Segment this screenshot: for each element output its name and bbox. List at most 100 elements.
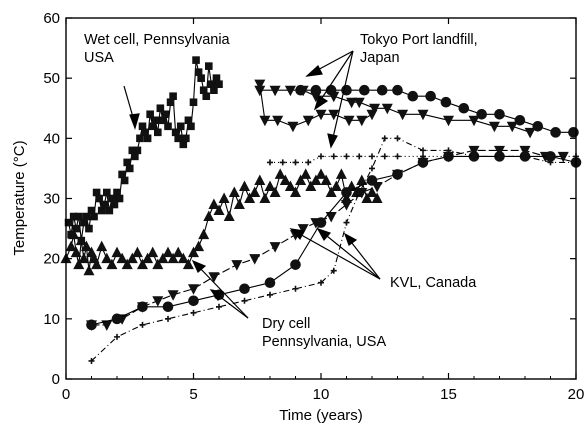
data-point xyxy=(166,98,175,107)
data-point xyxy=(488,121,500,133)
data-point xyxy=(290,259,301,270)
data-point xyxy=(86,319,97,331)
data-point xyxy=(128,146,137,155)
series-4 xyxy=(295,84,579,138)
data-point xyxy=(131,152,139,161)
data-point xyxy=(68,228,80,240)
data-point xyxy=(394,135,401,142)
data-point xyxy=(83,264,95,276)
data-point xyxy=(325,186,337,197)
data-point xyxy=(369,165,375,172)
data-point xyxy=(550,127,561,138)
arrowhead-dry-2 xyxy=(209,289,224,302)
data-point xyxy=(315,168,327,179)
data-point xyxy=(239,180,250,191)
annotation-arrows xyxy=(123,50,381,319)
data-point xyxy=(147,246,159,258)
data-point xyxy=(110,200,119,209)
y-tick-label: 60 xyxy=(43,10,60,27)
data-point xyxy=(295,174,307,185)
y-tick-label: 50 xyxy=(43,70,60,87)
data-point xyxy=(346,97,358,109)
data-point xyxy=(111,313,123,325)
data-point xyxy=(197,74,205,82)
data-point xyxy=(284,85,296,97)
data-point xyxy=(143,134,152,143)
data-point xyxy=(106,258,118,270)
data-point xyxy=(121,258,133,270)
arrow-dry-2 xyxy=(214,292,249,319)
ticks-layer: 0 5 10 15 20 0 10 20 30 40 50 60 xyxy=(43,10,584,403)
data-point xyxy=(284,180,296,191)
data-point xyxy=(343,153,350,160)
data-point xyxy=(295,84,306,96)
data-point xyxy=(287,121,299,133)
data-point xyxy=(213,204,225,216)
x-tick-label: 15 xyxy=(440,386,457,403)
data-point xyxy=(318,279,324,286)
data-point xyxy=(279,174,291,185)
data-point xyxy=(264,277,276,289)
data-point xyxy=(366,175,378,186)
data-point xyxy=(179,140,188,149)
data-point xyxy=(80,240,92,252)
annotation-tokyo: Tokyo Port landfill, Japan xyxy=(360,32,482,66)
data-point xyxy=(177,252,189,264)
series-line xyxy=(259,84,373,127)
data-point xyxy=(506,121,518,133)
x-tick-label: 20 xyxy=(568,386,585,403)
y-tick-label: 0 xyxy=(52,371,60,388)
data-point xyxy=(167,252,179,264)
data-point xyxy=(272,115,284,127)
data-point xyxy=(111,246,123,258)
data-point xyxy=(376,84,388,96)
data-point xyxy=(125,164,134,173)
data-point xyxy=(292,159,299,166)
data-point xyxy=(568,127,579,138)
data-point xyxy=(264,180,276,191)
data-point xyxy=(113,188,121,197)
data-point xyxy=(259,115,271,127)
data-point xyxy=(202,92,211,101)
data-point xyxy=(190,309,197,316)
data-point xyxy=(267,159,273,166)
data-point xyxy=(231,260,243,271)
data-point xyxy=(203,210,215,222)
data-point xyxy=(420,153,426,160)
data-point xyxy=(417,109,429,121)
data-point xyxy=(90,212,98,221)
data-point xyxy=(115,194,124,203)
series-line xyxy=(91,155,577,326)
x-tick-label: 10 xyxy=(313,386,330,403)
data-point xyxy=(174,134,182,143)
data-point xyxy=(330,153,337,160)
data-point xyxy=(241,297,248,304)
series-line xyxy=(259,89,531,133)
data-point xyxy=(88,357,95,364)
arrowhead-tokyo-2 xyxy=(313,95,329,111)
data-point xyxy=(194,68,203,76)
data-point xyxy=(330,180,342,191)
series-8 xyxy=(267,153,579,166)
data-point xyxy=(146,110,154,119)
data-point xyxy=(123,158,131,167)
data-point xyxy=(126,252,138,264)
data-point xyxy=(381,103,393,115)
data-point xyxy=(356,153,363,160)
series-7 xyxy=(88,135,579,364)
arrowhead-dry-1 xyxy=(191,259,207,273)
data-point xyxy=(161,110,170,119)
x-tick-label: 5 xyxy=(189,386,197,403)
data-point xyxy=(522,153,528,160)
data-point xyxy=(468,115,480,127)
data-point xyxy=(131,246,143,258)
data-point xyxy=(80,218,88,227)
data-point xyxy=(310,84,322,96)
annotation-tokyo-line-1: Tokyo Port landfill, xyxy=(360,32,478,48)
arrow-kvl-3 xyxy=(347,237,381,280)
data-point xyxy=(244,192,256,203)
data-point xyxy=(156,104,165,113)
data-point xyxy=(381,135,388,142)
data-point xyxy=(188,246,199,258)
data-point xyxy=(356,189,363,196)
